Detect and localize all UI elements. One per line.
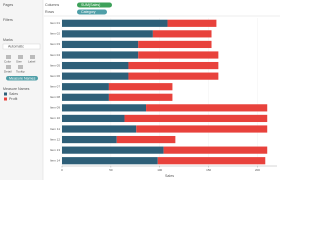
bar-segment <box>62 40 139 49</box>
mark-type-dropdown[interactable] <box>2 43 41 50</box>
marks-pill-text[interactable]: Measure Names <box>9 76 36 80</box>
legend-swatch <box>4 97 7 101</box>
bar-segment <box>136 125 268 133</box>
marks-label: Marks <box>3 38 13 42</box>
rows-pill[interactable] <box>77 9 107 15</box>
bar-segment <box>146 104 268 112</box>
y-tick-label: Item 03 <box>50 42 60 46</box>
rows-pill-text[interactable]: Category <box>81 10 96 14</box>
mark-type[interactable]: Automatic <box>8 45 24 49</box>
mark-button[interactable]: Color <box>4 59 11 63</box>
bar-segment <box>108 93 173 101</box>
y-tick-label: Item 12 <box>50 137 60 141</box>
bar-segment <box>62 104 147 112</box>
mark-button[interactable]: Detail <box>4 69 12 73</box>
legend-swatch <box>4 92 7 96</box>
screen: Pages Filters Marks Automatic Measure Na… <box>0 0 280 180</box>
bar-segment <box>62 19 168 27</box>
y-tick-label: Item 01 <box>50 21 60 25</box>
y-tick-label: Item 05 <box>50 63 60 67</box>
mark-button-icon[interactable] <box>18 65 23 69</box>
columns-pill-text[interactable]: SUM(Sales) <box>81 3 100 7</box>
mark-button-icon[interactable] <box>18 55 23 59</box>
bar-segment <box>124 114 268 123</box>
rows-label: Rows <box>45 10 54 14</box>
marks-pill[interactable] <box>6 76 38 81</box>
y-tick-label: Item 08 <box>50 95 60 99</box>
page: Pages Filters Marks Automatic Measure Na… <box>0 0 280 180</box>
bar-segment <box>62 72 129 80</box>
bar-segment <box>108 83 173 91</box>
bar-segment <box>62 61 129 70</box>
y-tick-label: Item 13 <box>50 148 60 152</box>
bar-segment <box>163 146 268 154</box>
y-tick-label: Item 11 <box>50 127 60 131</box>
bar-segment <box>116 135 176 144</box>
y-tick-label: Item 10 <box>50 116 60 120</box>
mark-button[interactable]: Size <box>16 59 22 63</box>
mark-button-icon[interactable] <box>6 65 11 69</box>
bar-segment <box>138 51 219 59</box>
bar-segment <box>138 40 212 49</box>
bar-segment <box>62 30 153 38</box>
pages-label: Pages <box>3 3 13 7</box>
bar-segment <box>62 146 164 154</box>
legend-label: Sales <box>9 92 18 96</box>
x-tick-label: 50 <box>109 168 113 172</box>
x-axis-title: Sales <box>165 174 174 178</box>
y-tick-label: Item 14 <box>50 159 60 163</box>
x-tick-label: 200 <box>255 168 260 172</box>
mark-button-icon[interactable] <box>30 55 35 59</box>
x-tick-label: 100 <box>157 168 162 172</box>
y-tick-label: Item 02 <box>50 32 60 36</box>
mark-button[interactable]: Label <box>28 59 36 63</box>
mark-button[interactable]: Tooltip <box>16 69 25 73</box>
columns-label: Columns <box>45 3 59 7</box>
filters-label: Filters <box>3 18 13 22</box>
legend-title: Measure Names <box>3 87 30 91</box>
bar-segment <box>62 157 158 165</box>
bar-segment <box>62 135 117 144</box>
bar-segment <box>62 114 125 123</box>
x-tick-label: 0 <box>61 168 63 172</box>
x-tick-label: 150 <box>206 168 211 172</box>
bar-segment <box>157 157 266 165</box>
bar-segment <box>62 125 137 133</box>
bar-segment <box>62 51 139 59</box>
columns-pill[interactable] <box>77 2 112 8</box>
y-tick-label: Item 04 <box>50 53 60 57</box>
bar-segment <box>62 83 109 91</box>
side-panel <box>0 0 43 180</box>
mark-button-icon[interactable] <box>6 55 11 59</box>
y-tick-label: Item 07 <box>50 85 60 89</box>
bar-segment <box>128 72 219 80</box>
y-tick-label: Item 09 <box>50 106 60 110</box>
bar-segment <box>128 61 219 70</box>
bar-segment <box>62 93 109 101</box>
bar-segment <box>167 19 217 27</box>
bar-segment <box>152 30 212 38</box>
y-tick-label: Item 06 <box>50 74 60 78</box>
legend-label: Profit <box>9 97 17 101</box>
